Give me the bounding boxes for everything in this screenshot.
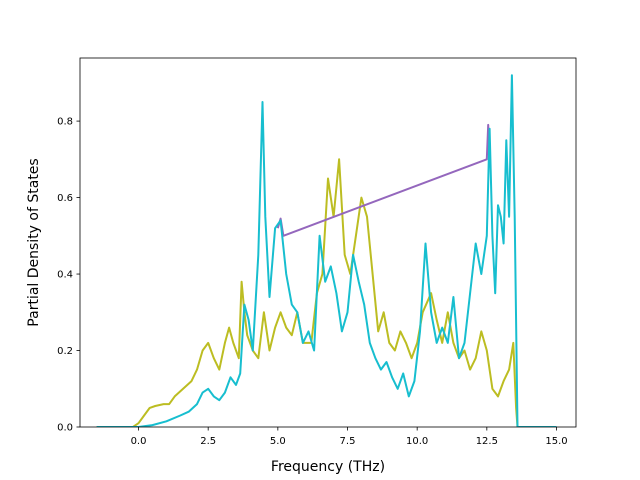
y-axis-label: Partial Density of States [26,158,42,326]
x-tick-label: 15.0 [545,436,567,447]
y-tick-label: 0.8 [57,117,73,128]
series-line-0 [96,158,557,427]
x-tick-label: 12.5 [476,436,498,447]
x-tick-label: 10.0 [406,436,428,447]
y-tick-label: 0.4 [57,270,73,281]
x-axis-label: Frequency (THz) [271,459,385,475]
series-line-2 [96,74,557,427]
x-tick-label: 0.0 [131,436,147,447]
series-layer [96,74,557,427]
x-tick-label: 5.0 [270,436,286,447]
y-tick-label: 0.0 [57,423,73,434]
y-tick-label: 0.2 [57,346,73,357]
x-tick-label: 2.5 [200,436,216,447]
axes-frame [79,57,577,428]
y-tick-label: 0.6 [57,193,73,204]
x-axis-ticks: 0.0 2.5 5.0 7.5 10.0 12.5 15.0 [131,427,568,447]
y-axis-ticks: 0.0 0.2 0.4 0.6 0.8 [57,117,80,434]
x-tick-label: 7.5 [340,436,356,447]
